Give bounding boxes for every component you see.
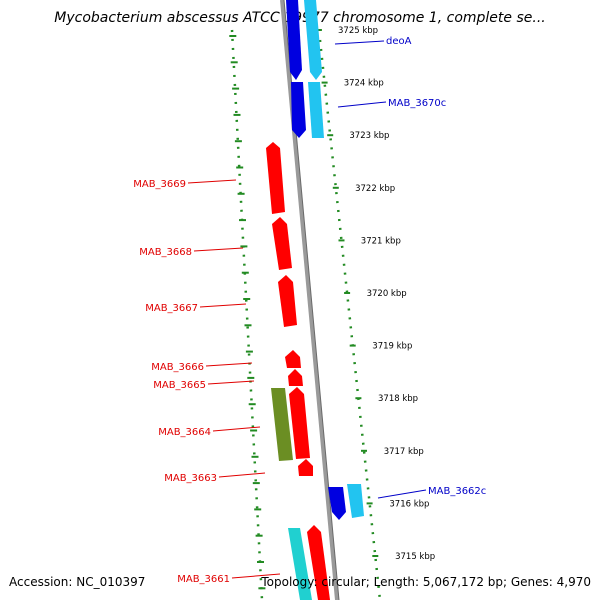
outer-ring-dots — [318, 39, 382, 600]
gene-MAB_3662c-dark[interactable] — [328, 487, 346, 520]
kbp-label: 3721 kbp — [361, 236, 401, 246]
label-MAB_3664[interactable]: MAB_3664 — [158, 427, 211, 438]
label-MAB_3662c[interactable]: MAB_3662c — [428, 486, 486, 497]
kbp-label: 3723 kbp — [349, 131, 389, 141]
gene-MAB_3668[interactable] — [272, 217, 292, 270]
left-gene-labels: MAB_3669 MAB_3668 MAB_3667 MAB_3666 MAB_… — [133, 179, 281, 585]
gene-MAB_3662c[interactable] — [347, 484, 364, 518]
right-gene-labels: deoA MAB_3670c MAB_3662c — [334, 36, 486, 499]
label-MAB_3669[interactable]: MAB_3669 — [133, 179, 186, 190]
label-MAB_3668[interactable]: MAB_3668 — [139, 247, 192, 258]
kbp-label: 3716 kbp — [389, 499, 429, 509]
kbp-label: 3722 kbp — [355, 184, 395, 194]
kbp-label: 3724 kbp — [344, 79, 384, 89]
label-MAB_3661[interactable]: MAB_3661 — [177, 574, 230, 585]
gene-MAB_3670c[interactable] — [308, 82, 324, 138]
gene-MAB_3664[interactable] — [271, 388, 293, 461]
gene-MAB_3663[interactable] — [289, 387, 310, 459]
topology-text: Topology: circular; Length: 5,067,172 bp… — [260, 575, 591, 589]
gene-deoA[interactable] — [286, 0, 302, 80]
label-MAB_3663[interactable]: MAB_3663 — [164, 473, 217, 484]
kbp-label: 3725 kbp — [338, 26, 378, 36]
outer-ring-ticks — [315, 29, 379, 557]
label-MAB_3666[interactable]: MAB_3666 — [151, 362, 204, 373]
label-MAB_3667[interactable]: MAB_3667 — [145, 303, 198, 314]
kbp-labels: 3725 kbp 3724 kbp 3723 kbp 3722 kbp 3721 kbp… — [338, 26, 435, 562]
gene-deoA-light[interactable] — [304, 0, 322, 80]
gene-MAB_3667[interactable] — [278, 275, 297, 327]
gene-MAB_3666[interactable] — [285, 350, 301, 368]
gene-MAB_3670c-dark[interactable] — [291, 82, 306, 138]
gene-MAB_3661[interactable] — [307, 525, 330, 600]
kbp-label: 3715 kbp — [395, 552, 435, 562]
kbp-label: 3717 kbp — [384, 447, 424, 457]
gene-MAB_3661-cyan[interactable] — [288, 528, 312, 600]
label-deoA[interactable]: deoA — [386, 36, 412, 47]
label-MAB_3670c[interactable]: MAB_3670c — [388, 98, 446, 109]
map-title: Mycobacterium abscessus ATCC 19977 chrom… — [54, 10, 545, 26]
inner-ring-ticks — [229, 35, 266, 590]
kbp-label: 3720 kbp — [367, 289, 407, 299]
label-MAB_3665[interactable]: MAB_3665 — [153, 380, 206, 391]
kbp-label: 3719 kbp — [372, 342, 412, 352]
backbone-line — [280, 0, 339, 600]
gene-MAB_3669[interactable] — [266, 142, 285, 214]
kbp-label: 3718 kbp — [378, 394, 418, 404]
accession-text: Accession: NC_010397 — [9, 575, 145, 589]
gene-MAB_3665[interactable] — [288, 369, 303, 386]
gene-MAB_3663b[interactable] — [298, 459, 313, 476]
